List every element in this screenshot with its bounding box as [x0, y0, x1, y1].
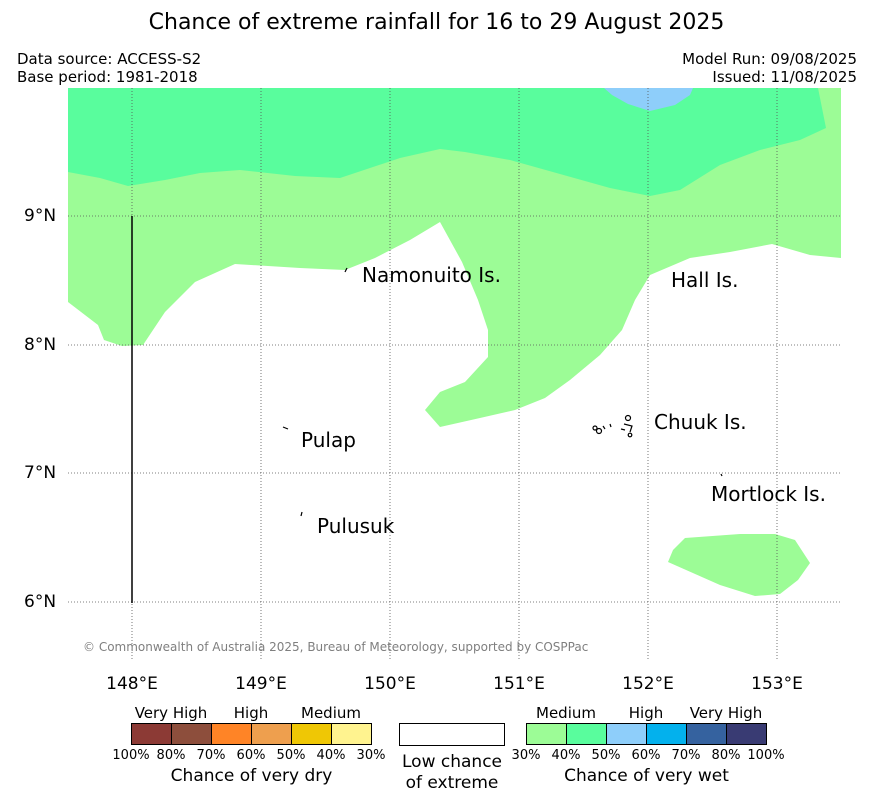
- rainfall-layer: [68, 88, 841, 660]
- place-label-pulusuk: Pulusuk: [317, 514, 395, 538]
- place-label-namonuito: Namonuito Is.: [362, 263, 501, 287]
- wet-40-50-region: [68, 88, 826, 196]
- map-title: Chance of extreme rainfall for 16 to 29 …: [148, 10, 725, 35]
- island-markers: [282, 267, 723, 517]
- data-source: Data source: ACCESS-S2: [17, 50, 202, 68]
- wet-tick-100: 100%: [747, 748, 785, 763]
- pulusuk-island-marker: [300, 511, 303, 517]
- base-period: Base period: 1981-2018: [17, 68, 198, 86]
- dry-tick-100: 100%: [112, 748, 150, 763]
- low-chance-line2: of extreme: [405, 773, 499, 793]
- lat-label-6n: 6°N: [24, 592, 57, 612]
- wet-swatch-30-40: [527, 724, 567, 744]
- lat-label-9n: 9°N: [24, 206, 57, 226]
- wet-tick-70: 70%: [671, 748, 701, 763]
- dry-tick-40: 40%: [316, 748, 346, 763]
- lat-label-7n: 7°N: [24, 463, 57, 483]
- dry-tick-60: 60%: [236, 748, 266, 763]
- wet-swatch-80-100: [727, 724, 766, 744]
- dry-swatch-60-50: [252, 724, 292, 744]
- wet-legend-title: Chance of very wet: [564, 766, 729, 786]
- wet-category-high: High: [628, 704, 664, 722]
- place-label-pulap: Pulap: [301, 428, 356, 452]
- place-label-chuuk: Chuuk Is.: [654, 410, 747, 434]
- wet-swatch-70-80: [687, 724, 727, 744]
- lon-label-153e: 153°E: [751, 674, 803, 694]
- wet-tick-30: 30%: [511, 748, 541, 763]
- lon-label-152e: 152°E: [622, 674, 674, 694]
- place-label-mortlock: Mortlock Is.: [711, 482, 826, 506]
- dry-tick-70: 70%: [196, 748, 226, 763]
- wet-50-60-region: [604, 88, 693, 111]
- wet-swatch-40-50: [567, 724, 607, 744]
- wet-tick-50: 50%: [591, 748, 621, 763]
- model-run: Model Run: 09/08/2025: [682, 50, 857, 68]
- chuuk-lagoon-islands: [592, 414, 633, 438]
- wet-category-medium: Medium: [536, 704, 596, 722]
- wet-colorbar: [526, 723, 767, 745]
- wet-tick-40: 40%: [551, 748, 581, 763]
- dry-tick-30: 30%: [356, 748, 386, 763]
- lon-label-150e: 150°E: [364, 674, 416, 694]
- header-right: Model Run: 09/08/2025 Issued: 11/08/2025: [682, 50, 857, 86]
- wet-swatch-60-70: [647, 724, 687, 744]
- header-left: Data source: ACCESS-S2 Base period: 1981…: [17, 50, 201, 86]
- dry-category-high: High: [233, 704, 269, 722]
- wet-swatch-50-60: [607, 724, 647, 744]
- wet-category-very-high: Very High: [689, 704, 763, 722]
- pulap-island-marker: [282, 426, 289, 430]
- dry-category-medium: Medium: [301, 704, 361, 722]
- lon-label-151e: 151°E: [493, 674, 545, 694]
- dry-colorbar: [131, 723, 372, 745]
- dry-swatch-70-60: [212, 724, 252, 744]
- dry-tick-50: 50%: [276, 748, 306, 763]
- dry-swatch-50-40: [292, 724, 332, 744]
- low-chance-label: Low chance of extreme: [390, 752, 514, 794]
- low-chance-line1: Low chance: [402, 752, 502, 772]
- wet-tick-60: 60%: [631, 748, 661, 763]
- dry-legend-title: Chance of very dry: [170, 766, 333, 786]
- dry-tick-80: 80%: [156, 748, 186, 763]
- copyright-notice: © Commonwealth of Australia 2025, Bureau…: [83, 640, 589, 654]
- dry-swatch-80-70: [172, 724, 212, 744]
- dry-swatch-40-30: [332, 724, 371, 744]
- wet-30-40-region-south: [668, 534, 810, 596]
- dry-swatch-100-80: [132, 724, 172, 744]
- lat-label-8n: 8°N: [24, 335, 57, 355]
- lon-label-149e: 149°E: [235, 674, 287, 694]
- mortlock-island-marker: [720, 473, 723, 477]
- namonuito-island-marker: [344, 267, 348, 273]
- place-label-hall: Hall Is.: [671, 268, 739, 292]
- issued-date: Issued: 11/08/2025: [712, 68, 857, 86]
- low-chance-swatch: [399, 723, 505, 746]
- lon-label-148e: 148°E: [106, 674, 158, 694]
- dry-category-very-high: Very High: [134, 704, 208, 722]
- wet-tick-80: 80%: [711, 748, 741, 763]
